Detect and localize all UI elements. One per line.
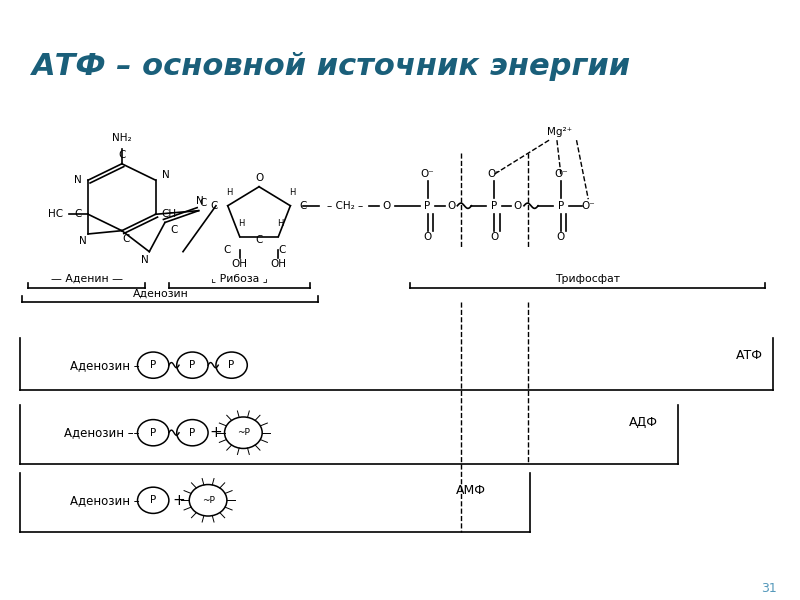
Text: H: H — [277, 219, 283, 228]
Text: N: N — [74, 175, 82, 185]
Text: P: P — [229, 360, 234, 370]
Text: P: P — [491, 201, 498, 211]
Text: O⁻: O⁻ — [582, 201, 595, 211]
Text: Аденозин –: Аденозин – — [70, 494, 140, 507]
Text: O⁻: O⁻ — [421, 169, 434, 179]
Text: ~P: ~P — [202, 496, 214, 505]
Text: N: N — [162, 170, 170, 180]
Text: P: P — [558, 201, 564, 211]
Text: Аденозин: Аденозин — [133, 289, 189, 299]
Text: C: C — [223, 245, 231, 254]
Text: C: C — [123, 234, 130, 244]
Text: H: H — [238, 219, 245, 228]
Text: C: C — [74, 209, 82, 219]
Text: O: O — [255, 173, 263, 183]
Text: C: C — [118, 150, 126, 160]
Text: ⌞ Рибоза ⌟: ⌞ Рибоза ⌟ — [211, 274, 268, 284]
Text: N: N — [142, 254, 150, 265]
Text: OH: OH — [232, 259, 248, 269]
Text: OH: OH — [270, 259, 286, 269]
Text: O: O — [490, 232, 498, 242]
Text: АМФ: АМФ — [456, 484, 486, 497]
Text: +: + — [210, 425, 222, 440]
Text: O: O — [557, 232, 565, 242]
Text: P: P — [190, 428, 195, 438]
Text: N: N — [196, 196, 203, 206]
Text: O: O — [382, 201, 391, 211]
Text: N: N — [78, 236, 86, 245]
Text: CH: CH — [162, 209, 177, 219]
PathPatch shape — [0, 0, 800, 97]
Text: H: H — [289, 188, 295, 197]
Text: NH₂: NH₂ — [112, 133, 132, 143]
Text: C: C — [170, 226, 178, 235]
Text: Трифосфат: Трифосфат — [555, 274, 620, 284]
Text: HC: HC — [48, 209, 62, 219]
Text: P: P — [150, 428, 156, 438]
Text: O: O — [447, 201, 455, 211]
Text: C: C — [299, 201, 306, 211]
Text: P: P — [150, 360, 156, 370]
Text: ~P: ~P — [237, 428, 250, 437]
Text: 31: 31 — [761, 581, 777, 595]
Text: — Аденин —: — Аденин — — [50, 274, 122, 284]
Text: P: P — [190, 360, 195, 370]
Text: АТФ: АТФ — [735, 349, 762, 362]
Text: +: + — [173, 493, 186, 508]
Text: C: C — [278, 245, 286, 254]
PathPatch shape — [0, 0, 800, 130]
Text: O: O — [514, 201, 522, 211]
Text: P: P — [425, 201, 430, 211]
Text: O: O — [423, 232, 432, 242]
Text: C: C — [255, 235, 262, 245]
Text: – CH₂ –: – CH₂ – — [327, 201, 363, 211]
Text: H: H — [226, 188, 233, 197]
Text: C: C — [210, 201, 218, 211]
Text: АДФ: АДФ — [629, 416, 658, 430]
Text: O⁻: O⁻ — [487, 169, 501, 179]
Text: Аденозин –: Аденозин – — [70, 359, 140, 371]
Text: Аденозин ––: Аденозин –– — [64, 426, 140, 439]
Text: Mg²⁺: Mg²⁺ — [546, 127, 572, 137]
Text: O⁻: O⁻ — [554, 169, 568, 179]
Text: АТФ – основной источник энергии: АТФ – основной источник энергии — [32, 52, 631, 82]
Text: P: P — [150, 495, 156, 505]
Text: C: C — [200, 198, 207, 208]
